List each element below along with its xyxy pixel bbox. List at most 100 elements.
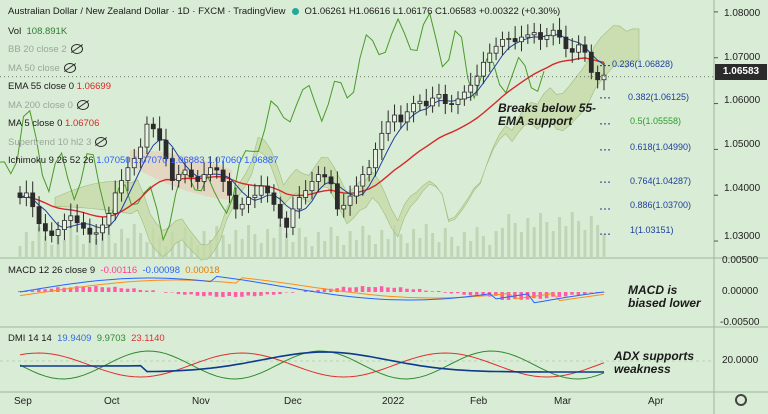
macd-hist-value: -0.00116 xyxy=(100,265,138,276)
volume-bar xyxy=(18,246,22,258)
indicator-legend-item[interactable]: MA 50 close xyxy=(8,63,76,74)
candle-body xyxy=(157,128,163,141)
candle-body xyxy=(62,220,67,230)
macd-histogram-bar xyxy=(183,292,187,295)
eye-hidden-icon[interactable] xyxy=(63,62,76,73)
candle-body xyxy=(576,44,582,53)
volume-bar xyxy=(285,233,289,258)
macd-tick: -0.00500 xyxy=(720,317,760,328)
adx-line xyxy=(20,351,604,373)
macd-histogram-bar xyxy=(462,292,466,295)
candle-body xyxy=(176,174,182,181)
annotation-macd: MACD is biased lower xyxy=(628,283,701,310)
volume-bar xyxy=(335,236,339,258)
macd-histogram-bar xyxy=(233,292,238,297)
candle-body xyxy=(93,232,99,235)
macd-histogram-bar xyxy=(75,286,79,292)
price-tick: 1.07000 xyxy=(724,52,761,63)
volume-bar xyxy=(272,238,276,258)
macd-histogram-bar xyxy=(87,287,92,292)
macd-histogram-bar xyxy=(49,288,54,292)
indicator-value: 1.06699 xyxy=(74,81,111,92)
eye-hidden-icon[interactable] xyxy=(76,99,89,110)
macd-histogram-bar xyxy=(246,292,251,296)
time-axis-label: Dec xyxy=(284,396,302,407)
fib-label-0382: 0.382(1.06125) xyxy=(628,92,690,102)
minus-di-line xyxy=(19,352,605,378)
candle-body xyxy=(119,180,124,194)
macd-histogram-bar xyxy=(195,292,200,296)
volume-bar xyxy=(589,216,593,258)
candle-body xyxy=(601,74,607,81)
indicator-legend-item[interactable]: MA 200 close 0 xyxy=(8,100,89,111)
indicator-legend-item[interactable]: Ichimoku 9 26 52 26 1.07050 1.07070 1.06… xyxy=(8,155,278,166)
macd-histogram-bar xyxy=(557,292,562,298)
volume-bar xyxy=(494,231,498,258)
macd-histogram-bar xyxy=(360,286,365,292)
candle-body xyxy=(74,215,80,224)
macd-legend[interactable]: MACD 12 26 close 9 -0.00116 -0.00098 0.0… xyxy=(8,265,220,276)
macd-histogram-bar xyxy=(271,292,276,295)
volume-bar xyxy=(132,224,136,258)
candle-body xyxy=(512,38,518,43)
chart-title: Australian Dollar / New Zealand Dollar ·… xyxy=(8,6,560,17)
candle-body xyxy=(220,169,226,182)
eye-hidden-icon[interactable] xyxy=(95,136,108,147)
volume-bar xyxy=(177,241,181,258)
candle-body xyxy=(296,197,302,210)
price-tick: 1.05000 xyxy=(724,139,761,150)
candle-body xyxy=(449,103,455,105)
macd-histogram-bar xyxy=(30,290,35,292)
symbol-title[interactable]: Australian Dollar / New Zealand Dollar ·… xyxy=(8,6,286,17)
candle-body xyxy=(366,167,372,175)
indicator-legend-item[interactable]: BB 20 close 2 xyxy=(8,44,83,55)
volume-bar xyxy=(329,227,333,258)
volume-bar xyxy=(361,226,365,258)
market-status-icon xyxy=(291,7,299,15)
volume-label: Vol xyxy=(8,26,22,37)
volume-legend[interactable]: Vol 108.891K xyxy=(8,26,67,37)
macd-histogram-bar xyxy=(100,287,105,292)
candle-body xyxy=(303,190,309,198)
dmi-legend[interactable]: DMI 14 14 19.9409 9.9703 23.1140 xyxy=(8,333,165,344)
macd-histogram-bar xyxy=(164,292,168,293)
macd-histogram-bar xyxy=(494,292,498,296)
indicator-legend-item[interactable]: EMA 55 close 0 1.06699 xyxy=(8,81,111,92)
indicator-name: MA 50 close xyxy=(8,62,60,74)
indicator-name: BB 20 close 2 xyxy=(8,44,67,55)
indicator-legend-item[interactable]: MA 5 close 0 1.06706 xyxy=(8,118,99,129)
settings-gear-icon[interactable] xyxy=(735,394,747,406)
volume-bar xyxy=(558,217,562,258)
fib-label-05: 0.5(1.05558) xyxy=(630,116,682,126)
macd-histogram-bar xyxy=(443,292,447,293)
macd-histogram-bar xyxy=(176,292,181,295)
candle-body xyxy=(309,181,315,192)
macd-histogram-bar xyxy=(589,292,593,293)
candle-body xyxy=(588,51,594,73)
candle-body xyxy=(227,181,232,196)
macd-histogram-bar xyxy=(316,289,320,292)
volume-bar xyxy=(577,221,581,258)
time-axis-label: Oct xyxy=(104,396,120,407)
candle-body xyxy=(379,132,385,150)
eye-hidden-icon[interactable] xyxy=(70,44,83,55)
macd-histogram-bar xyxy=(405,288,409,292)
macd-tick: 0.00000 xyxy=(722,286,759,297)
candle-body xyxy=(30,192,36,208)
indicator-name: Supertrend 10 hl2 3 xyxy=(8,136,92,148)
volume-value: 108.891K xyxy=(26,26,68,37)
macd-histogram-bar xyxy=(430,291,435,292)
fib-label-0618: 0.618(1.04990) xyxy=(630,142,692,152)
candle-body xyxy=(328,176,334,185)
macd-histogram-bar xyxy=(214,292,219,297)
candle-body xyxy=(258,185,264,196)
volume-bar xyxy=(120,229,124,258)
macd-histogram-bar xyxy=(221,292,225,297)
macd-histogram-bar xyxy=(436,291,441,292)
candle-body xyxy=(385,121,391,134)
indicator-legend-item[interactable]: Supertrend 10 hl2 3 xyxy=(8,136,108,148)
candle-body xyxy=(182,169,188,175)
macd-histogram-bar xyxy=(37,288,41,292)
macd-histogram-bar xyxy=(106,287,111,292)
